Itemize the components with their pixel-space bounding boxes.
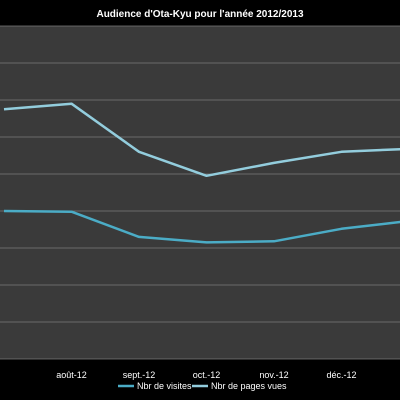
chart-title: Audience d'Ota-Kyu pour l'année 2012/201…: [96, 9, 303, 20]
series-line-2: [3, 102, 400, 178]
x-tick-label: oct.-12: [193, 370, 221, 380]
legend-label-1: Nbr de visites: [137, 381, 192, 391]
x-tick-label: sept.-12: [123, 370, 156, 380]
x-tick-label: déc.-12: [326, 370, 356, 380]
series-line-1: [3, 209, 400, 244]
legend: Nbr de visites Nbr de pages vues: [118, 381, 287, 391]
legend-label-2: Nbr de pages vues: [211, 381, 287, 391]
plot-area: [0, 26, 400, 359]
series-lines: [3, 102, 400, 244]
x-tick-label: nov.-12: [259, 370, 288, 380]
x-tick-label: août-12: [56, 370, 87, 380]
x-axis-tick-labels: août-12 sept.-12 oct.-12 nov.-12 déc.-12: [56, 370, 356, 380]
